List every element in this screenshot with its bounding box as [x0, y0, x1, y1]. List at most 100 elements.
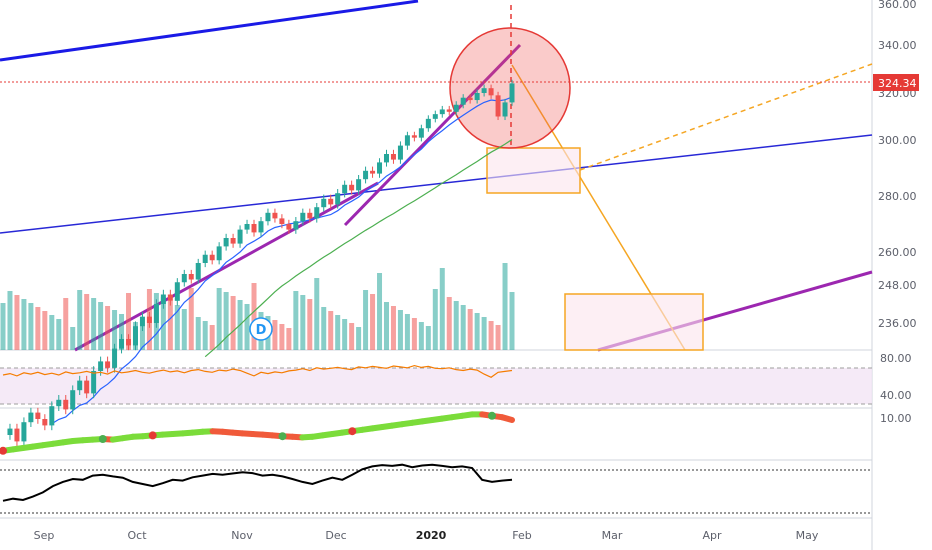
drawings — [0, 0, 873, 352]
volume-bar — [28, 303, 34, 350]
candle-body — [397, 145, 403, 160]
ma-long-line — [204, 138, 513, 358]
candle-body — [356, 179, 362, 191]
volume-bar — [453, 301, 459, 350]
candle-body — [21, 422, 27, 442]
candle-body — [363, 170, 369, 180]
x-tick: Apr — [702, 529, 722, 542]
volume-bar — [126, 293, 132, 350]
candle-body — [279, 218, 285, 224]
volume-bar — [335, 315, 341, 350]
rsi-indicator — [2, 364, 513, 378]
candle-body — [112, 348, 118, 368]
volume-bar — [439, 268, 445, 350]
momentum-axis: 10.00 — [880, 412, 912, 425]
rsi-tick: 80.00 — [880, 352, 912, 365]
y-tick: 360.00 — [878, 0, 917, 11]
candle-body — [488, 88, 494, 96]
volume-bars — [0, 263, 515, 350]
y-tick: 260.00 — [878, 246, 917, 259]
volume-bar — [481, 317, 487, 350]
volume-bar — [349, 323, 355, 350]
volume-bar — [390, 306, 396, 350]
momentum-dot — [488, 411, 496, 420]
candle-body — [495, 95, 501, 117]
volume-bar — [356, 327, 362, 350]
x-tick: Sep — [34, 529, 55, 542]
candle-body — [7, 428, 13, 435]
x-tick: Nov — [231, 529, 253, 542]
volume-bar — [98, 302, 104, 350]
candle-body — [342, 184, 348, 194]
candle-body — [126, 339, 132, 346]
x-tick: Oct — [127, 529, 147, 542]
volume-bar — [63, 298, 69, 350]
volume-bar — [216, 288, 222, 350]
momentum-segment — [499, 414, 515, 423]
rsi-axis: 80.00 40.00 — [880, 352, 912, 402]
volume-bar — [509, 292, 515, 350]
dividend-badge-letter[interactable]: D — [256, 323, 267, 338]
volume-bar — [188, 288, 194, 350]
volume-bar — [321, 307, 327, 350]
candle-body — [432, 114, 438, 119]
volume-bar — [223, 292, 229, 350]
candle-body — [105, 361, 111, 368]
candle-body — [56, 399, 62, 407]
volume-bar — [460, 305, 466, 350]
volume-bar — [495, 325, 501, 350]
x-tick: Mar — [602, 529, 623, 542]
candle-body — [390, 154, 396, 160]
volume-bar — [7, 291, 13, 350]
candle-body — [146, 316, 152, 323]
candle-body — [209, 254, 215, 261]
candle-body — [237, 229, 243, 244]
volume-bar — [56, 319, 62, 350]
dividend-badge[interactable]: D — [249, 317, 273, 341]
volume-bar — [160, 297, 166, 350]
volume-bar — [0, 303, 6, 350]
candle-body — [181, 274, 187, 283]
volume-bar — [314, 278, 320, 350]
candle-body — [63, 399, 69, 410]
oscillator-indicator — [2, 463, 513, 502]
candle-body — [300, 212, 306, 222]
panel-separators — [0, 0, 873, 550]
candles — [7, 79, 515, 447]
candle-body — [502, 102, 508, 117]
trendline-top-blue — [0, 0, 419, 62]
volume-bar — [467, 309, 473, 350]
candle-body — [474, 93, 480, 101]
volume-bar — [230, 296, 236, 350]
last-price-badge — [873, 74, 919, 91]
momentum-indicator — [0, 411, 515, 455]
volume-bar — [91, 298, 97, 350]
volume-bar — [21, 299, 27, 350]
candle-body — [411, 135, 417, 138]
dividend-badge-circle[interactable] — [249, 317, 273, 341]
volume-bar — [474, 313, 480, 350]
y-tick: 340.00 — [878, 39, 917, 52]
candle-body — [321, 198, 327, 208]
candle-body — [314, 207, 320, 219]
candle-body — [202, 254, 208, 263]
volume-bar — [181, 309, 187, 350]
volume-bar — [174, 305, 180, 350]
candle-body — [307, 212, 313, 219]
target-box-upper — [486, 147, 581, 194]
x-tick: Feb — [512, 529, 531, 542]
volume-bar — [363, 290, 369, 350]
candle-body — [439, 109, 445, 115]
candle-body — [293, 221, 299, 230]
momentum-tick: 10.00 — [880, 412, 912, 425]
momentum-dot — [148, 431, 157, 440]
candle-body — [446, 109, 452, 112]
volume-bar — [77, 290, 83, 350]
volume-bar — [14, 295, 20, 350]
volume-bar — [342, 319, 348, 350]
candle-body — [349, 184, 355, 191]
candle-body — [84, 380, 90, 394]
candle-body — [265, 212, 271, 222]
volume-bar — [202, 321, 208, 350]
